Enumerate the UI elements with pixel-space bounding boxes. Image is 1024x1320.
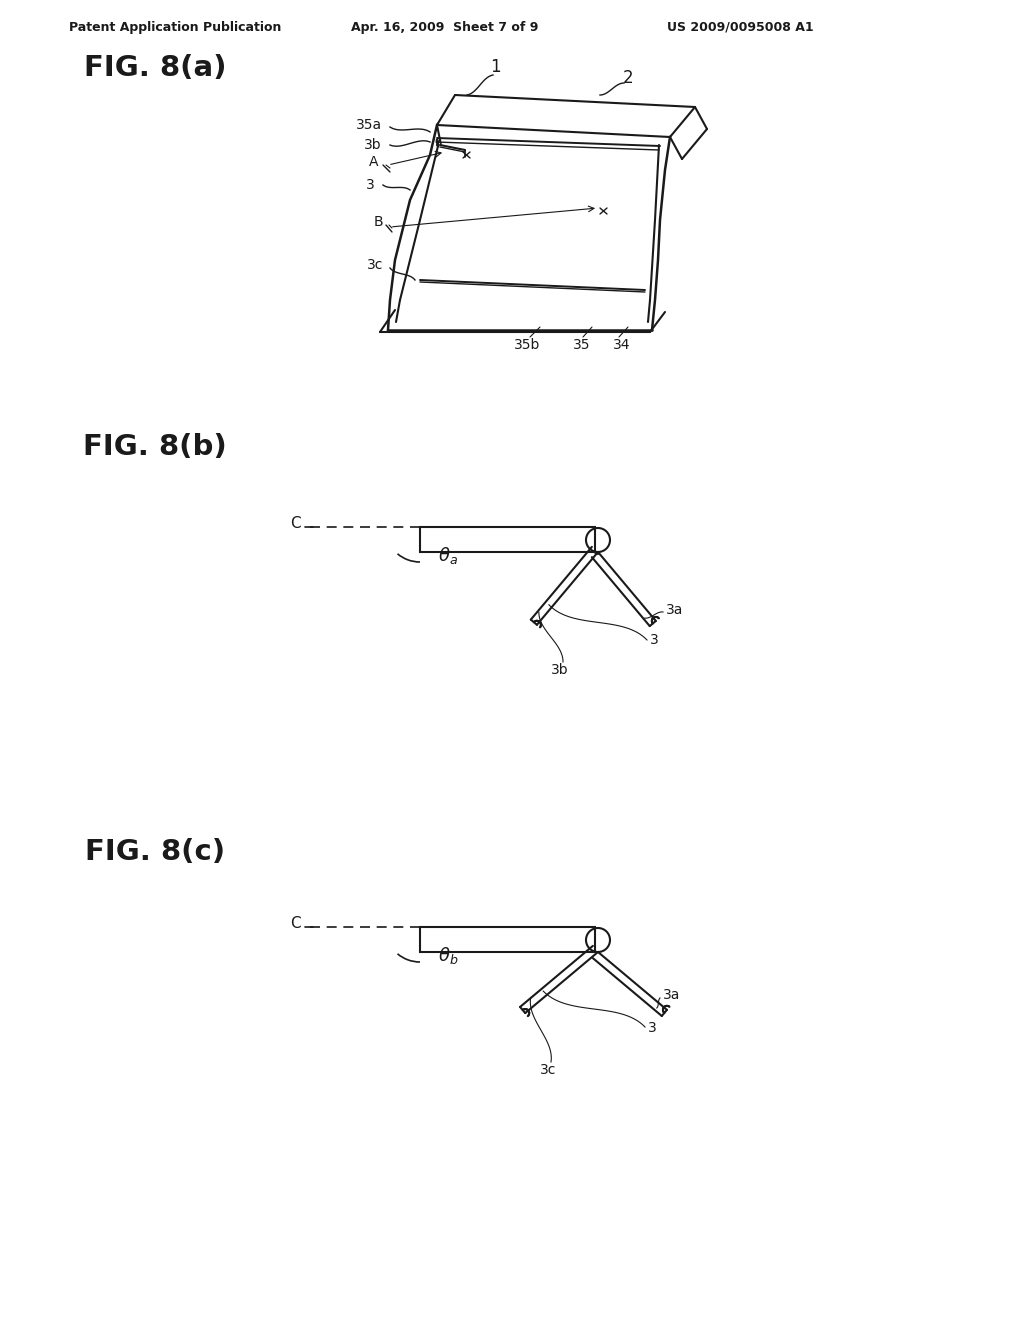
Text: C: C bbox=[290, 916, 300, 932]
Text: 3: 3 bbox=[648, 1020, 656, 1035]
Text: Apr. 16, 2009  Sheet 7 of 9: Apr. 16, 2009 Sheet 7 of 9 bbox=[351, 21, 539, 33]
Text: US 2009/0095008 A1: US 2009/0095008 A1 bbox=[667, 21, 813, 33]
Text: 1: 1 bbox=[489, 58, 501, 77]
Text: FIG. 8(c): FIG. 8(c) bbox=[85, 838, 225, 866]
Text: 3a: 3a bbox=[666, 603, 683, 616]
Text: FIG. 8(a): FIG. 8(a) bbox=[84, 54, 226, 82]
Text: Patent Application Publication: Patent Application Publication bbox=[69, 21, 282, 33]
Text: 3: 3 bbox=[367, 178, 375, 191]
Text: 3c: 3c bbox=[540, 1063, 556, 1077]
Text: 2: 2 bbox=[623, 69, 633, 87]
Text: B: B bbox=[374, 215, 383, 228]
Text: 35: 35 bbox=[573, 338, 591, 352]
Text: 3a: 3a bbox=[663, 987, 680, 1002]
Text: $\theta_b$: $\theta_b$ bbox=[438, 945, 458, 965]
Text: C: C bbox=[290, 516, 300, 532]
Text: 3c: 3c bbox=[367, 257, 383, 272]
Text: 3b: 3b bbox=[365, 139, 382, 152]
Text: 3b: 3b bbox=[551, 663, 568, 677]
Bar bbox=[420, 527, 595, 552]
Text: 34: 34 bbox=[613, 338, 631, 352]
Text: 35a: 35a bbox=[356, 117, 382, 132]
Bar bbox=[420, 927, 595, 952]
Text: 35b: 35b bbox=[514, 338, 541, 352]
Text: $\theta_a$: $\theta_a$ bbox=[438, 544, 458, 565]
Text: 3: 3 bbox=[650, 634, 658, 647]
Text: FIG. 8(b): FIG. 8(b) bbox=[83, 433, 227, 461]
Text: A: A bbox=[369, 154, 378, 169]
